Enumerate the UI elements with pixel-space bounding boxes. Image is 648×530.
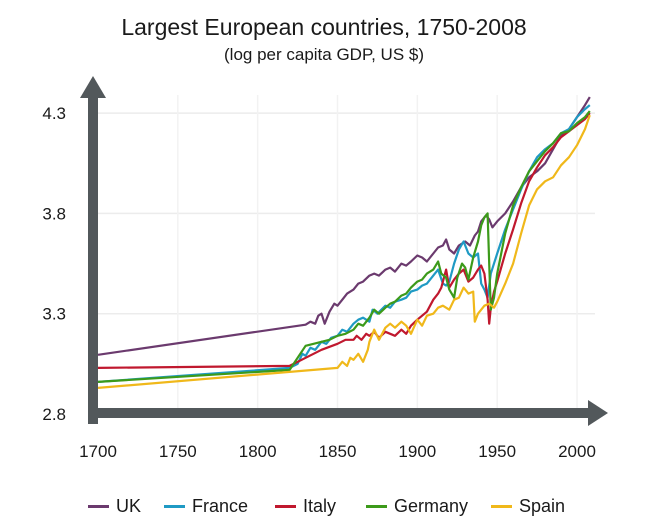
series-line-italy: [97, 112, 591, 369]
x-tick-label: 1800: [239, 442, 277, 461]
y-axis-arrowhead: [80, 76, 106, 98]
x-tick-label: 1700: [79, 442, 117, 461]
legend-item-germany: Germany: [366, 496, 468, 517]
y-axis-line: [88, 96, 98, 424]
legend-swatch: [491, 505, 512, 508]
legend: UK France Italy Germany Spain: [0, 496, 648, 520]
series-lines: [97, 96, 591, 389]
axes: [80, 76, 608, 426]
x-tick-label: 1850: [319, 442, 357, 461]
legend-label: Germany: [394, 496, 469, 516]
series-line-spain: [97, 114, 591, 389]
series-line-uk: [97, 96, 591, 356]
x-tick-labels: 1700 1750 1800 1850 1900 1950 2000: [79, 442, 596, 461]
legend-item-spain: Spain: [491, 496, 565, 517]
legend-swatch: [88, 505, 109, 508]
legend-label: Italy: [303, 496, 337, 516]
series-line-germany: [97, 110, 591, 383]
x-tick-label: 2000: [558, 442, 596, 461]
y-tick-label: 3.3: [42, 305, 66, 324]
legend-label: France: [192, 496, 249, 516]
x-tick-label: 1750: [159, 442, 197, 461]
y-tick-label: 4.3: [42, 104, 66, 123]
legend-swatch: [164, 505, 185, 508]
legend-swatch: [366, 505, 387, 508]
legend-label: Spain: [519, 496, 566, 516]
chart-subtitle: (log per capita GDP, US $): [224, 45, 424, 64]
x-tick-label: 1900: [398, 442, 436, 461]
x-axis-line: [88, 408, 590, 418]
legend-item-uk: UK: [88, 496, 141, 517]
x-tick-label: 1950: [478, 442, 516, 461]
y-tick-label: 3.8: [42, 204, 66, 223]
y-tick-label: 2.8: [42, 405, 66, 424]
legend-swatch: [275, 505, 296, 508]
x-axis-arrowhead: [588, 400, 608, 426]
legend-item-italy: Italy: [275, 496, 336, 517]
legend-label: UK: [116, 496, 142, 516]
y-tick-labels: 2.8 3.3 3.8 4.3: [42, 104, 66, 424]
chart-title: Largest European countries, 1750-2008: [121, 14, 527, 40]
legend-item-france: France: [164, 496, 248, 517]
